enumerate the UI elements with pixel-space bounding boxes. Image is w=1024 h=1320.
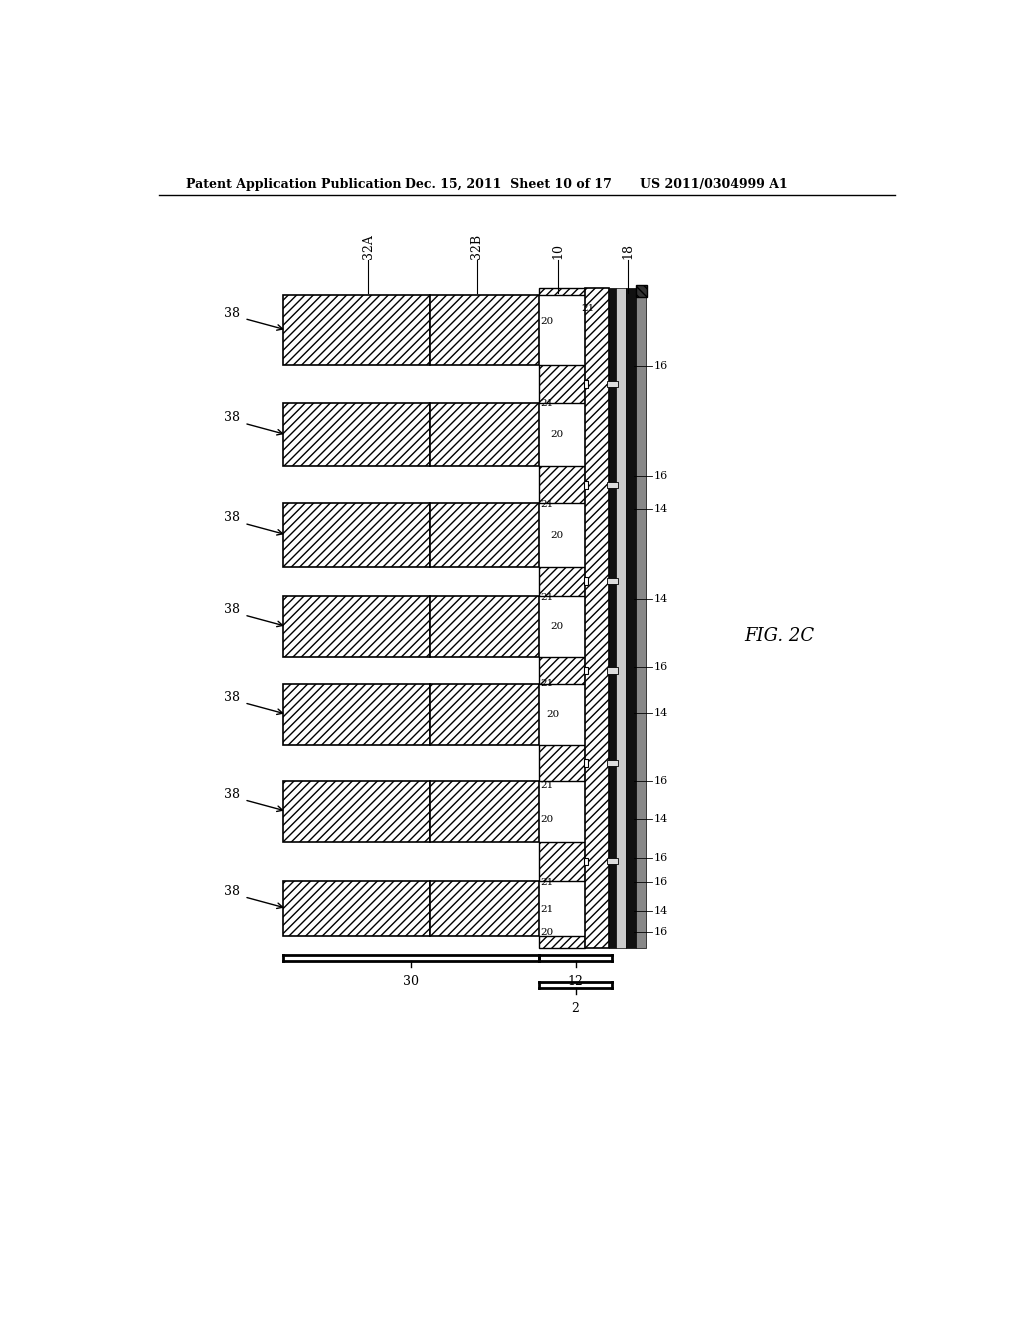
Text: 20: 20 xyxy=(541,317,554,326)
Text: 38: 38 xyxy=(224,603,241,616)
Text: 21: 21 xyxy=(541,904,554,913)
Text: 38: 38 xyxy=(224,511,241,524)
Text: 21: 21 xyxy=(541,781,554,791)
Bar xyxy=(584,380,589,388)
Text: 20: 20 xyxy=(550,429,563,438)
Text: 20: 20 xyxy=(550,531,563,540)
Bar xyxy=(283,595,430,657)
Bar xyxy=(607,578,617,585)
Bar xyxy=(616,288,627,948)
Bar xyxy=(430,880,539,936)
Bar xyxy=(636,288,646,948)
Text: 20: 20 xyxy=(550,622,563,631)
Bar xyxy=(607,760,617,766)
Bar xyxy=(584,858,589,866)
Bar xyxy=(283,684,430,744)
Bar xyxy=(430,595,539,657)
Text: 38: 38 xyxy=(224,306,241,319)
Text: 16: 16 xyxy=(653,362,668,371)
Text: 21: 21 xyxy=(541,399,554,408)
Text: 21: 21 xyxy=(582,304,595,313)
Bar xyxy=(539,288,586,296)
Bar xyxy=(607,381,617,387)
Bar xyxy=(283,296,430,364)
Bar xyxy=(636,285,647,297)
Text: 14: 14 xyxy=(653,594,668,603)
Bar xyxy=(539,657,586,684)
Bar xyxy=(607,482,617,488)
Bar xyxy=(627,288,636,948)
Bar xyxy=(607,668,617,673)
Bar xyxy=(584,667,589,675)
Bar xyxy=(283,503,430,566)
Bar xyxy=(539,364,586,404)
Bar xyxy=(283,404,430,466)
Text: 21: 21 xyxy=(541,878,554,887)
Text: 12: 12 xyxy=(567,974,584,987)
Text: 21: 21 xyxy=(541,678,554,688)
Bar xyxy=(430,503,539,566)
Bar xyxy=(283,880,430,936)
Text: 14: 14 xyxy=(653,907,668,916)
Bar xyxy=(430,404,539,466)
Text: 20: 20 xyxy=(547,710,560,719)
Text: 38: 38 xyxy=(224,690,241,704)
Bar xyxy=(539,842,586,880)
Bar xyxy=(584,759,589,767)
Text: 14: 14 xyxy=(653,814,668,824)
Text: 16: 16 xyxy=(653,927,668,937)
Text: 14: 14 xyxy=(653,504,668,513)
Text: 14: 14 xyxy=(653,708,668,718)
Bar xyxy=(430,296,539,364)
Bar xyxy=(584,577,589,585)
Text: 38: 38 xyxy=(224,412,241,425)
Bar xyxy=(586,288,608,948)
Bar xyxy=(539,466,586,503)
Text: 16: 16 xyxy=(653,853,668,862)
Text: 21: 21 xyxy=(541,593,554,602)
Text: 20: 20 xyxy=(541,928,554,937)
Text: 18: 18 xyxy=(622,243,635,259)
Text: 16: 16 xyxy=(653,471,668,480)
Text: 16: 16 xyxy=(653,776,668,785)
Text: 2: 2 xyxy=(571,1002,580,1015)
Bar xyxy=(430,684,539,744)
Text: 21: 21 xyxy=(541,500,554,510)
Text: 38: 38 xyxy=(224,788,241,801)
Bar xyxy=(608,288,616,948)
Bar xyxy=(283,780,430,842)
Text: 16: 16 xyxy=(653,878,668,887)
Bar xyxy=(539,744,586,780)
Bar xyxy=(607,858,617,865)
Bar xyxy=(584,480,589,488)
Bar xyxy=(539,566,586,595)
Text: 10: 10 xyxy=(552,243,564,259)
Bar xyxy=(430,780,539,842)
Text: 30: 30 xyxy=(402,974,419,987)
Text: Patent Application Publication: Patent Application Publication xyxy=(186,178,401,191)
Bar xyxy=(539,936,586,948)
Text: 20: 20 xyxy=(541,814,554,824)
Text: FIG. 2C: FIG. 2C xyxy=(744,627,814,644)
Text: 16: 16 xyxy=(653,661,668,672)
Text: Dec. 15, 2011  Sheet 10 of 17: Dec. 15, 2011 Sheet 10 of 17 xyxy=(406,178,612,191)
Text: 38: 38 xyxy=(224,884,241,898)
Text: 32A: 32A xyxy=(361,234,375,259)
Text: 32B: 32B xyxy=(470,234,483,259)
Text: US 2011/0304999 A1: US 2011/0304999 A1 xyxy=(640,178,787,191)
